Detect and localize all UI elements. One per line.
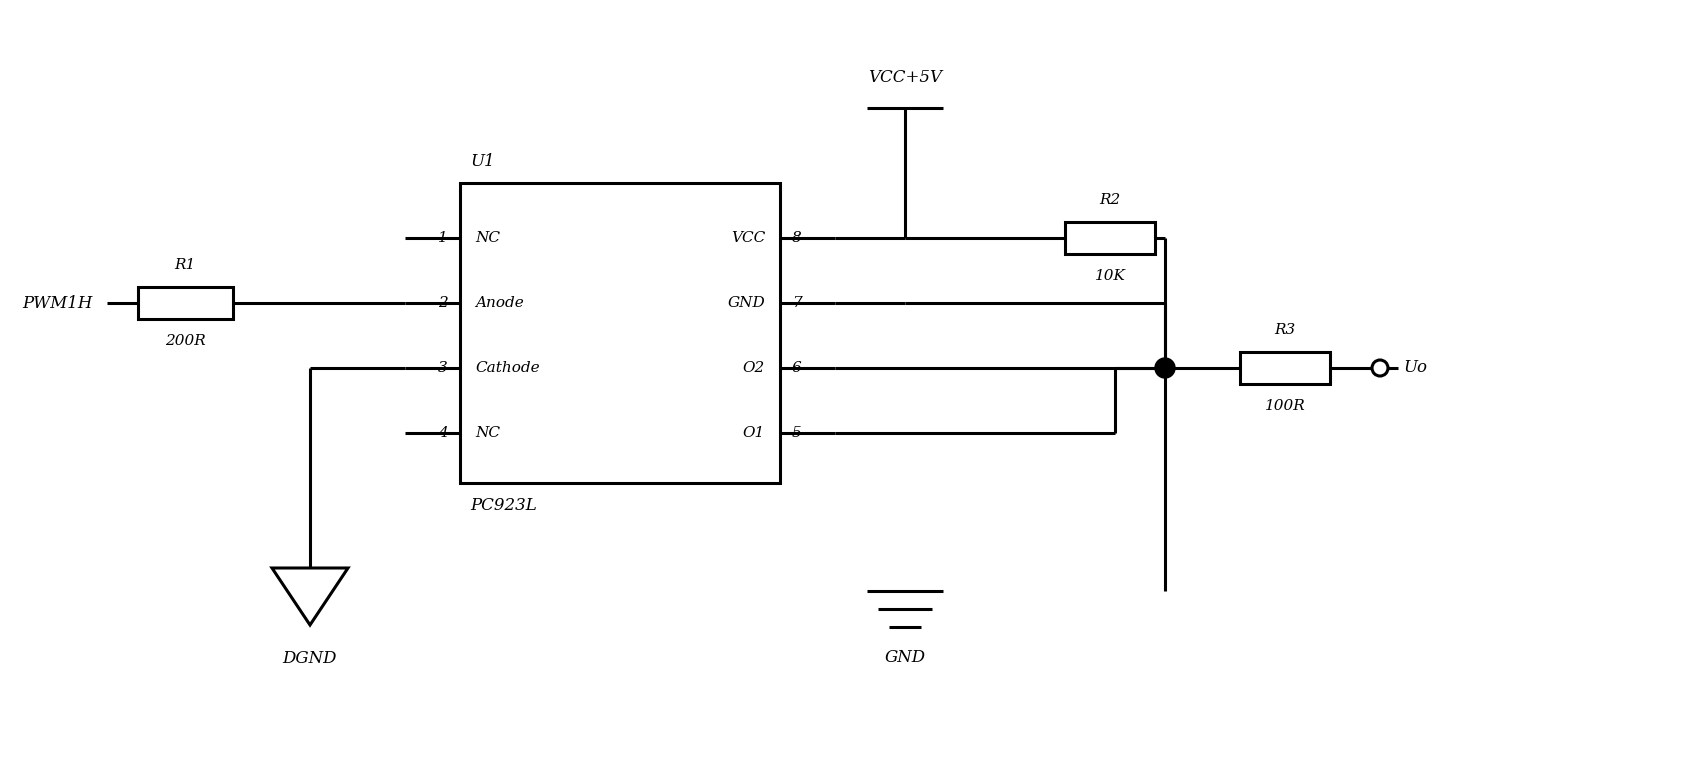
Text: U1: U1 (469, 153, 495, 169)
Circle shape (1156, 358, 1176, 378)
Text: DGND: DGND (283, 650, 338, 667)
Text: PWM1H: PWM1H (22, 295, 93, 311)
Text: 5: 5 (792, 426, 802, 440)
Text: R1: R1 (175, 258, 195, 272)
Text: GND: GND (727, 296, 765, 310)
Bar (1240, 352, 1330, 384)
Text: Cathode: Cathode (474, 361, 540, 375)
Text: NC: NC (474, 231, 500, 245)
Text: 10K: 10K (1095, 269, 1125, 283)
Text: VCC+5V: VCC+5V (868, 69, 942, 86)
Text: O1: O1 (743, 426, 765, 440)
Text: R2: R2 (1100, 193, 1120, 207)
Text: 7: 7 (792, 296, 802, 310)
Text: Anode: Anode (474, 296, 523, 310)
Text: Uo: Uo (1403, 359, 1426, 376)
Bar (138, 287, 232, 319)
Bar (459, 183, 780, 483)
Text: 6: 6 (792, 361, 802, 375)
Text: 2: 2 (439, 296, 447, 310)
Text: GND: GND (885, 649, 925, 666)
Text: 8: 8 (792, 231, 802, 245)
Bar (1065, 222, 1156, 254)
Text: 3: 3 (439, 361, 447, 375)
Text: VCC: VCC (730, 231, 765, 245)
Text: R3: R3 (1275, 323, 1295, 337)
Text: PC923L: PC923L (469, 497, 537, 513)
Text: 200R: 200R (165, 334, 205, 348)
Text: NC: NC (474, 426, 500, 440)
Text: 100R: 100R (1265, 399, 1305, 413)
Text: 4: 4 (439, 426, 447, 440)
Polygon shape (272, 568, 348, 625)
Text: 1: 1 (439, 231, 447, 245)
Text: O2: O2 (743, 361, 765, 375)
